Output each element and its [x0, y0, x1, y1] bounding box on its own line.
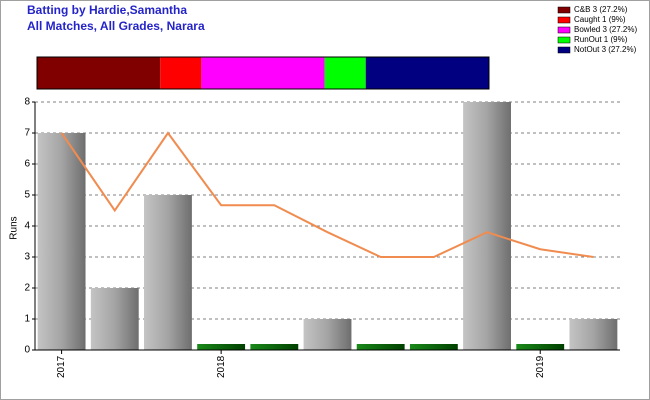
bar	[144, 195, 192, 350]
y-tick-label: 3	[24, 252, 30, 263]
zero-bar	[409, 344, 458, 350]
segment	[160, 57, 202, 89]
segment	[201, 57, 325, 89]
x-tick-label: 2019	[535, 355, 546, 378]
y-tick-label: 6	[24, 159, 30, 170]
legend-swatch	[557, 16, 571, 24]
x-tick-label: 2018	[216, 355, 227, 378]
chart-title: Batting by Hardie,Samantha	[27, 3, 187, 17]
bar	[569, 319, 618, 350]
zero-bar	[516, 344, 565, 350]
bar	[463, 102, 511, 350]
x-tick-label: 2017	[56, 355, 67, 378]
legend-label: NotOut 3 (27.2%)	[574, 45, 637, 54]
zero-bar	[197, 344, 246, 350]
y-tick-label: 0	[24, 345, 30, 356]
legend-label: Caught 1 (9%)	[574, 15, 626, 24]
legend-label: RunOut 1 (9%)	[574, 35, 628, 44]
legend-label: Bowled 3 (27.2%)	[574, 25, 637, 34]
stack-outline	[36, 56, 490, 90]
y-tick-label: 7	[24, 128, 30, 139]
legend-label: C&B 3 (27.2%)	[574, 5, 628, 14]
chart-subtitle: All Matches, All Grades, Narara	[27, 19, 205, 33]
y-tick-label: 2	[24, 283, 30, 294]
segment	[324, 57, 366, 89]
bar	[90, 288, 139, 350]
segment	[365, 57, 489, 89]
y-tick-label: 4	[24, 221, 30, 232]
average-line	[60, 131, 594, 258]
bar	[37, 133, 86, 350]
y-tick-label: 5	[24, 190, 30, 201]
legend-swatch	[557, 26, 571, 34]
zero-bar	[250, 344, 299, 350]
legend-swatch	[557, 6, 571, 14]
segment	[37, 57, 161, 89]
legend-swatch	[557, 36, 571, 44]
y-tick-label: 8	[24, 97, 30, 108]
legend-swatch	[557, 46, 571, 54]
bar	[303, 319, 352, 350]
y-axis-label: Runs	[9, 216, 20, 239]
y-tick-label: 1	[24, 314, 30, 325]
zero-bar	[356, 344, 405, 350]
